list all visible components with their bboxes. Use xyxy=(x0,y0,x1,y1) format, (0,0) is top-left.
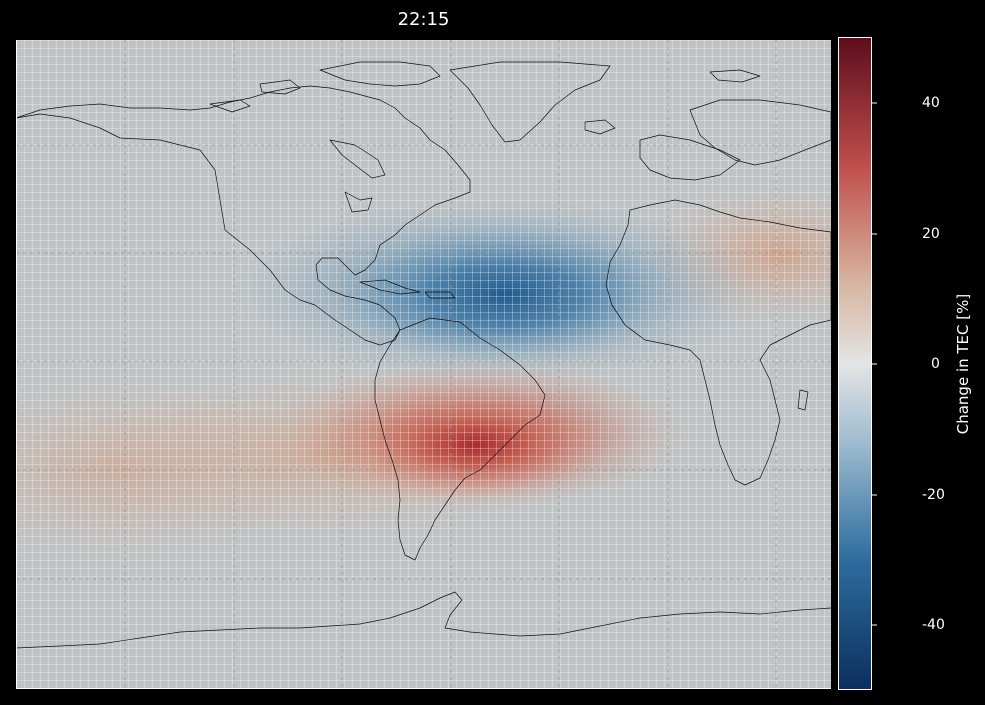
colorbar-tick-label: 0 xyxy=(931,356,940,372)
colorbar-tick-label: 40 xyxy=(922,95,940,111)
arctic-islands-coastline xyxy=(319,61,441,87)
south-america-coastline xyxy=(374,317,546,561)
antarctica-coastline xyxy=(16,591,831,649)
colorbar-tick-label: 20 xyxy=(922,226,940,242)
coastlines xyxy=(16,61,831,649)
colorbar-tick-label: -20 xyxy=(922,487,945,503)
colorbar-label: Change in TEC [%] xyxy=(954,293,972,435)
greenland-coastline xyxy=(449,61,611,143)
map-panel xyxy=(16,40,831,688)
colorbar-ticks xyxy=(872,102,877,626)
north-america-coastline xyxy=(16,85,471,346)
map-title: 22:15 xyxy=(397,9,450,30)
grid-overlay xyxy=(16,40,831,688)
europe-africa-coastline xyxy=(605,199,831,486)
colorbar-tick-label: -40 xyxy=(922,617,945,633)
graticule xyxy=(16,40,831,688)
colorbar xyxy=(838,37,872,690)
caribbean-coastline xyxy=(359,279,421,295)
